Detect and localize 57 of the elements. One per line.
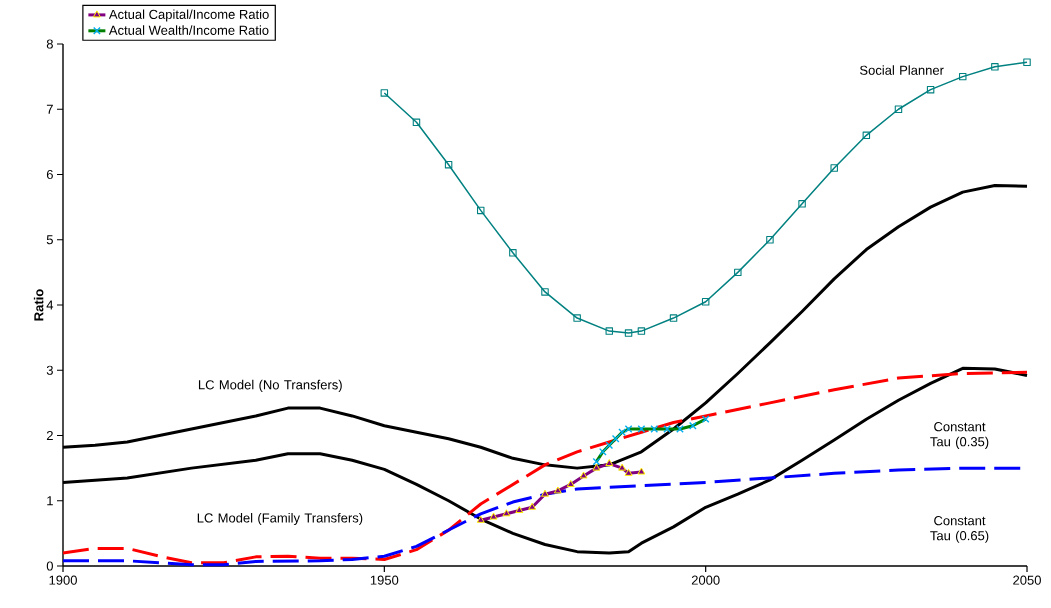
annotation: Social Planner: [860, 65, 944, 75]
annotation: Constant Tau (0.35): [930, 422, 989, 449]
point: [412, 118, 421, 127]
point: [380, 89, 389, 97]
y-tick-label: 7: [46, 104, 53, 114]
point: [830, 164, 838, 172]
legend-label: Actual Capital/Income Ratio: [108, 9, 269, 22]
point: [926, 85, 935, 94]
point: [624, 329, 633, 337]
x-tick-label: 1950: [370, 575, 399, 585]
point: [502, 509, 511, 517]
y-tick-label: 6: [46, 169, 53, 180]
y-tick-label: 4: [46, 300, 54, 310]
annotation: LC Model (No Transfers): [198, 379, 342, 392]
annotation: LC Model (Family Transfers): [197, 512, 363, 526]
point: [444, 160, 453, 169]
legend-label: Actual Wealth/Income Ratio: [108, 25, 269, 35]
point: [669, 314, 678, 322]
point: [1023, 58, 1031, 67]
point: [991, 63, 999, 71]
point: [701, 297, 710, 306]
y-tick-label: 3: [46, 365, 53, 375]
point: [894, 105, 903, 113]
point: [592, 463, 601, 471]
annotation: Constant Tau (0.65): [930, 516, 989, 543]
point: [509, 249, 517, 257]
point: [734, 268, 742, 277]
point: [566, 479, 575, 487]
point: [541, 489, 549, 497]
point: [541, 288, 549, 296]
point: [553, 486, 562, 494]
point: [862, 131, 871, 140]
point: [476, 515, 485, 523]
x-tick-label: 2050: [1013, 575, 1041, 585]
point: [766, 236, 774, 244]
y-axis-title: Ratio: [33, 289, 44, 321]
point: [515, 506, 524, 514]
point: [605, 327, 614, 335]
x-tick-label: 1900: [49, 575, 77, 585]
point: [489, 512, 498, 520]
y-tick-label: 2: [46, 430, 53, 441]
point: [573, 314, 581, 322]
point: [798, 200, 806, 208]
point: [618, 463, 627, 471]
y-tick-label: 5: [46, 235, 53, 245]
point: [624, 468, 633, 476]
y-tick-label: 1: [47, 496, 53, 506]
point: [958, 72, 967, 81]
point: [579, 471, 588, 479]
y-tick-label: 0: [46, 561, 53, 571]
point: [637, 327, 646, 335]
point: [476, 206, 485, 215]
y-tick-label: 8: [46, 39, 53, 49]
point: [605, 459, 614, 467]
point: [528, 502, 537, 510]
x-tick-label: 2000: [691, 575, 720, 585]
point: [637, 467, 646, 475]
